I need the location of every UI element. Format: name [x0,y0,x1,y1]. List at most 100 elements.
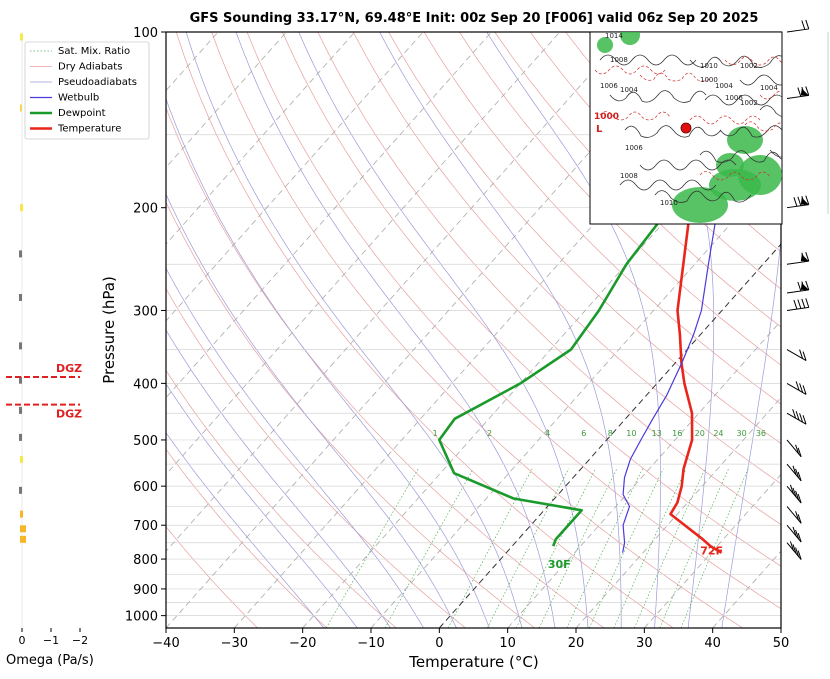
omega-bar [20,510,23,518]
wind-barb-feather [795,411,800,421]
wind-barb-staff [786,28,809,33]
mixing-ratio-label: 16 [672,429,682,438]
wind-barb [786,409,807,425]
wind-barb [786,541,802,560]
wind-barb-staff [786,542,802,560]
mixing-ratio-line [680,468,749,628]
mixing-ratio-line [633,468,706,628]
inset-isobar-label: 1008 [620,172,638,180]
wind-barb-staff [786,439,802,458]
pressure-contour [759,105,782,118]
wind-barb [786,252,810,265]
location-marker [680,122,692,134]
wind-barb-feather [797,196,802,206]
precipitation-area [672,187,728,223]
pseudoadiabat-line [721,32,781,628]
wind-barb-feather [795,511,800,521]
dry-adiabat-line [166,106,605,628]
dewpoint-surface-label: 30F [548,558,571,571]
y-tick-label: 700 [133,519,158,534]
wetbulb-line [622,134,728,553]
mixing-ratio-line [659,468,729,628]
mixing-ratio-line [325,468,419,628]
y-tick-label: 500 [133,434,158,449]
wind-barb [786,506,802,524]
dry-adiabat-line [388,32,781,444]
dry-adiabat-line [246,32,781,610]
y-tick-label: 200 [133,202,158,217]
inset-isobar-label: 1004 [715,82,733,90]
wind-barb-feather [795,381,800,391]
omega-bar [19,342,22,350]
pressure-contour [619,179,717,191]
temperature-surface-label: 72F [700,545,723,558]
dry-adiabat-line [352,32,781,485]
legend: Sat. Mix. Ratio Dry Adiabats Pseudoadiabat… [24,41,150,140]
dry-adiabat-line [494,32,781,328]
dgz-label: DGZ [56,408,82,421]
precipitation-area [727,126,763,154]
isotherm-line [166,32,561,476]
inset-isobar-label: 1006 [600,82,618,90]
mixing-ratio-line [613,468,687,628]
inset-low-marker: L [596,124,603,135]
y-tick-label: 300 [133,304,158,319]
mixing-ratio-label: 4 [545,429,550,438]
pressure-contour [719,125,782,138]
wind-barb-staff [786,412,807,425]
pressure-contour [609,90,707,103]
wind-barb-feather [801,298,806,309]
isotherm-line [166,32,356,245]
wind-barb [786,86,810,99]
y-tick-label: 900 [133,583,158,598]
pressure-contour [624,125,722,138]
legend-entry: Temperature [57,124,121,135]
wind-barb-staff [786,506,802,524]
isotherm-line [644,473,781,628]
wind-barb [786,195,810,209]
omega-bar [19,293,22,301]
wind-barb-feather [805,280,810,291]
wind-barb [786,298,810,311]
x-tick-label: 20 [568,636,585,651]
pressure-contour [739,74,782,86]
omega-bar [19,406,22,414]
omega-bar [19,486,22,494]
inset-isobar-label: 1010 [700,62,718,70]
wind-barb-feather [793,299,798,310]
x-tick-label: −20 [289,636,316,651]
inset-isobar-label: 1014 [605,32,623,40]
wind-barb-feather [792,465,797,475]
wind-barb-feather [797,447,802,457]
omega-bar [20,104,22,112]
wind-barb-feather [805,298,810,308]
pseudoadiabat-line [298,32,589,628]
chart-title: GFS Sounding 33.17°N, 69.48°E Init: 00z … [190,11,759,26]
inset-isobar-label: 1002 [740,62,758,70]
wind-barb-feather [795,490,800,501]
wind-barb-pennant [800,254,809,262]
x-tick-label: 50 [773,636,790,651]
wind-barb-feather [797,493,802,504]
omega-axis-label: Omega (Pa/s) [6,653,94,668]
y-tick-label: 400 [133,377,158,392]
wind-barb-staff [786,306,809,311]
mixing-ratio-label: 1 [433,429,438,438]
pressure-contour [689,55,782,68]
omega-bar [20,33,23,41]
dry-adiabat-line [166,201,536,628]
inset-isobar-label: 1000 [700,76,718,84]
wind-barb-feather [795,468,800,479]
pseudoadiabat-line [486,32,661,628]
wind-barb-feather [799,413,804,423]
thickness-contour [599,111,671,121]
wind-barb [786,19,810,33]
legend-entry: Wetbulb [58,93,99,104]
mixing-ratio-line [538,468,618,628]
inset-isobar-label: 1010 [660,199,678,207]
wind-barb [786,484,802,504]
omega-tick-label: 0 [19,634,26,647]
wind-barb-feather [805,195,810,205]
wind-barb-feather [792,544,797,554]
